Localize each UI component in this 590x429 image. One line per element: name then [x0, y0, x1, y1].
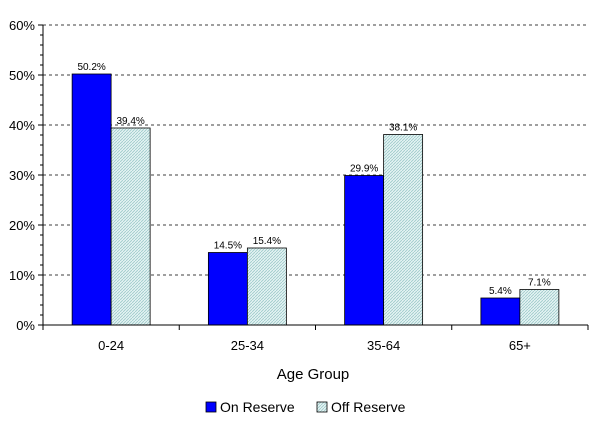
data-label-off-reserve: 39.4%	[116, 116, 144, 127]
data-label-on-reserve: 29.9%	[350, 164, 378, 175]
bar-off-reserve	[383, 134, 424, 326]
data-label-off-reserve: 38.1%	[389, 123, 417, 134]
legend-swatch-off-reserve	[316, 401, 328, 413]
data-label-on-reserve: 50.2%	[77, 62, 105, 73]
data-label-on-reserve: 14.5%	[214, 241, 242, 252]
x-tick-label: 35-64	[367, 338, 400, 353]
y-tick-label: 50%	[9, 68, 35, 83]
x-tick-label: 0-24	[98, 338, 124, 353]
y-tick-label: 30%	[9, 168, 35, 183]
y-tick-label: 40%	[9, 118, 35, 133]
bar-on-reserve	[480, 297, 521, 326]
bar-on-reserve	[207, 252, 248, 326]
bar-on-reserve	[344, 175, 385, 326]
legend-swatch-on-reserve	[205, 401, 217, 413]
data-label-off-reserve: 15.4%	[253, 236, 281, 247]
x-axis: 0-24 25-34 35-64 65+	[42, 324, 589, 353]
x-axis-title: Age Group	[277, 366, 350, 383]
bar-off-reserve	[519, 289, 560, 326]
bar-off-reserve	[246, 247, 287, 326]
y-tick-label: 20%	[9, 218, 35, 233]
x-tick-label: 25-34	[231, 338, 264, 353]
y-tick-label: 0%	[16, 318, 35, 333]
bar-on-reserve	[71, 73, 112, 326]
data-label-on-reserve: 5.4%	[489, 286, 512, 297]
legend-item-off-reserve: Off Reserve	[316, 399, 406, 415]
data-labels: 50.2% 39.4% 14.5% 15.4% 29.9% 38.1% 5.4% 7.1%	[77, 62, 550, 297]
bars	[71, 73, 560, 326]
bar-off-reserve	[110, 127, 151, 326]
legend: On Reserve Off Reserve	[205, 399, 406, 415]
y-tick-label: 10%	[9, 268, 35, 283]
data-label-off-reserve: 7.1%	[528, 278, 551, 289]
legend-item-on-reserve: On Reserve	[205, 399, 295, 415]
legend-label-on-reserve: On Reserve	[220, 399, 295, 415]
x-tick-label: 65+	[509, 338, 531, 353]
y-tick-label: 60%	[9, 18, 35, 33]
legend-label-off-reserve: Off Reserve	[331, 399, 406, 415]
y-axis: 0% 10% 20% 30% 40% 50% 60%	[9, 18, 44, 333]
